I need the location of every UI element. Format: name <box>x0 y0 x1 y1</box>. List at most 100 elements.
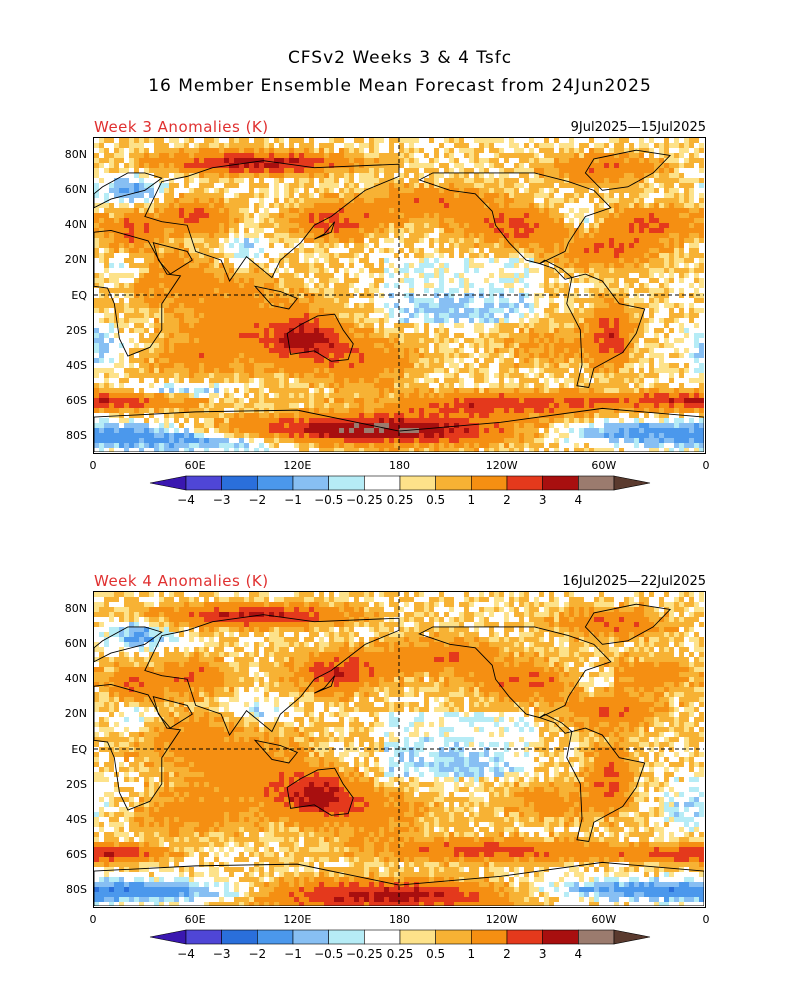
coastline <box>144 614 400 736</box>
colorbar-label: −3 <box>212 947 231 961</box>
colorbar-arrow-high <box>613 475 651 491</box>
coastline <box>418 626 612 719</box>
coastline <box>94 407 704 452</box>
colorbar-label: −2 <box>248 493 267 507</box>
lat-tick-label: 80S <box>66 429 87 443</box>
lat-tick-label: 80S <box>66 883 87 897</box>
lat-tick-label: 60N <box>64 182 87 196</box>
colorbar-arrow-low <box>149 929 187 945</box>
colorbar-arrow-low <box>149 475 187 491</box>
colorbar-label: 0.25 <box>386 947 414 961</box>
coastline <box>253 285 299 310</box>
lat-tick-label: 40N <box>64 218 87 232</box>
lon-tick-label: 0 <box>89 913 97 926</box>
coastline <box>538 259 573 280</box>
lat-tick-label: EQ <box>71 742 87 756</box>
lon-tick-label: 0 <box>702 913 710 926</box>
colorbar-label: −4 <box>177 947 195 961</box>
lat-tick-label: 20S <box>66 323 87 337</box>
colorbar-swatch <box>364 475 401 491</box>
panel-1-title: Week 3 Anomalies (K) <box>94 118 269 136</box>
colorbar-label: 3 <box>538 493 547 507</box>
panel-2-date-range: 16Jul2025—22Jul2025 <box>562 574 706 589</box>
coastline <box>94 683 182 811</box>
panel-2-map <box>93 591 706 908</box>
colorbar-swatch <box>435 929 472 945</box>
colorbar-swatch <box>542 475 579 491</box>
lat-tick-label: 40S <box>66 812 87 826</box>
colorbar-label: 4 <box>574 947 583 961</box>
lat-tick-label: 80N <box>64 147 87 161</box>
colorbar-swatch <box>364 929 401 945</box>
coastline <box>566 273 646 388</box>
panel-1-colorbar: −4 −3 −2 −1 −0.5 −0.25 0.25 0.5 1 2 3 4 <box>140 474 660 516</box>
colorbar-arrow-high <box>613 929 651 945</box>
coastline <box>314 221 336 240</box>
colorbar-swatch <box>328 475 365 491</box>
colorbar-label: −1 <box>284 493 302 507</box>
colorbar-label: −3 <box>212 493 231 507</box>
colorbar-swatch <box>257 929 294 945</box>
chart-title: CFSv2 Weeks 3 & 4 Tsfc <box>287 48 513 68</box>
colorbar-swatch <box>257 475 294 491</box>
coastline <box>94 861 704 906</box>
lon-tick-label: 0 <box>89 459 97 472</box>
colorbar-label: −0.25 <box>345 947 383 961</box>
lat-tick-label: 20N <box>64 707 87 721</box>
lon-tick-label: 120E <box>283 913 312 926</box>
lon-tick-label: 60W <box>591 459 617 472</box>
coastline <box>538 713 573 734</box>
lat-tick-label: 20S <box>66 777 87 791</box>
lat-tick-label: 60S <box>66 394 87 408</box>
colorbar-label: 2 <box>503 493 511 507</box>
colorbar-swatch <box>578 929 615 945</box>
lat-tick-label: 20N <box>64 253 87 267</box>
coastlines <box>94 603 704 906</box>
colorbar-swatch <box>542 929 579 945</box>
colorbar-swatch <box>221 929 258 945</box>
coastline <box>152 242 193 275</box>
colorbar-swatch <box>292 929 329 945</box>
colorbar-label: 4 <box>574 493 583 507</box>
colorbar-label: 0.25 <box>386 493 414 507</box>
colorbar-label: −0.25 <box>345 493 383 507</box>
colorbar-swatch <box>292 475 329 491</box>
colorbar-swatch <box>399 929 436 945</box>
coastline <box>94 172 163 209</box>
colorbar-label: 0.5 <box>426 947 446 961</box>
lon-tick-label: 120E <box>283 459 312 472</box>
lon-tick-label: 60W <box>591 913 617 926</box>
colorbar-swatch <box>328 929 365 945</box>
coastline <box>253 739 299 764</box>
panel-2-title: Week 4 Anomalies (K) <box>94 572 269 590</box>
lat-tick-label: 40N <box>64 672 87 686</box>
coastlines <box>94 149 704 452</box>
colorbar-label: −0.5 <box>314 493 344 507</box>
coastline <box>418 172 612 265</box>
colorbar-swatch <box>471 475 508 491</box>
lon-tick-label: 0 <box>702 459 710 472</box>
lat-tick-label: 80N <box>64 601 87 615</box>
coastline <box>286 767 354 816</box>
colorbar-label: −1 <box>284 947 302 961</box>
colorbar-swatch <box>471 929 508 945</box>
colorbar-swatch <box>435 475 472 491</box>
lat-tick-label: EQ <box>71 288 87 302</box>
colorbar-label: 1 <box>467 493 476 507</box>
colorbar-swatch <box>399 475 436 491</box>
panel-1-map <box>93 137 706 454</box>
colorbar-label: −0.5 <box>314 947 344 961</box>
coastline <box>314 675 336 694</box>
colorbar-swatch <box>506 929 543 945</box>
coastline <box>584 603 672 645</box>
colorbar-label: −4 <box>177 493 195 507</box>
chart-subtitle: 16 Member Ensemble Mean Forecast from 24… <box>148 76 652 96</box>
coastline <box>584 149 672 191</box>
colorbar-label: 0.5 <box>426 493 446 507</box>
lon-tick-label: 60E <box>184 913 206 926</box>
lon-tick-label: 180 <box>389 459 410 472</box>
colorbar-swatch <box>221 475 258 491</box>
coastline <box>152 696 193 729</box>
colorbar-label: 3 <box>538 947 547 961</box>
panel-1-date-range: 9Jul2025—15Jul2025 <box>570 120 706 135</box>
